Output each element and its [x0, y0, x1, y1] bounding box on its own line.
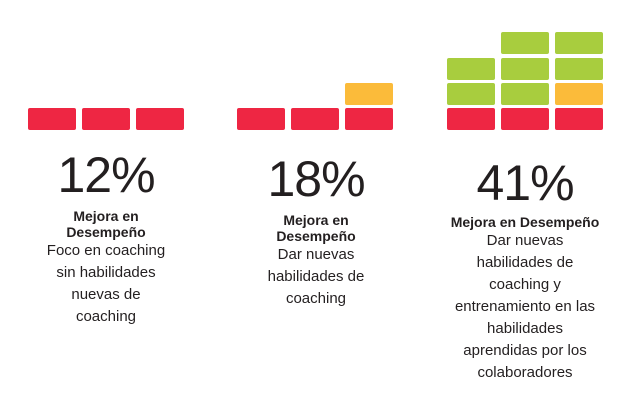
red-block	[555, 108, 603, 130]
red-block	[28, 108, 76, 130]
stat-2: 18% Mejora en Desempeño Dar nuevas habil…	[240, 154, 392, 310]
orange-block	[555, 83, 603, 105]
stat-percent: 18%	[267, 151, 365, 207]
stat-percent: 41%	[476, 155, 574, 211]
green-block	[555, 58, 603, 80]
green-block	[447, 58, 495, 80]
stat-heading: Mejora en Desempeño	[66, 208, 146, 240]
red-block	[237, 108, 285, 130]
stat-percent: 12%	[57, 147, 155, 203]
stat-description: Dar nuevas habilidades de coaching	[267, 246, 365, 307]
green-block	[447, 83, 495, 105]
stat-description: Foco en coaching sin habilidades nuevas …	[46, 242, 166, 325]
red-block	[82, 108, 130, 130]
stat-1: 12% Mejora en Desempeño Foco en coaching…	[30, 150, 182, 328]
green-block	[501, 32, 549, 54]
green-block	[555, 32, 603, 54]
red-block	[447, 108, 495, 130]
red-block	[291, 108, 339, 130]
stat-description: Dar nuevas habilidades de coaching y ent…	[454, 232, 596, 381]
red-block	[136, 108, 184, 130]
green-block	[501, 83, 549, 105]
red-block	[501, 108, 549, 130]
orange-block	[345, 83, 393, 105]
stat-heading: Mejora en Desempeño	[276, 212, 356, 244]
stat-heading: Mejora en Desempeño	[450, 214, 600, 230]
green-block	[501, 58, 549, 80]
stat-3: 41% Mejora en Desempeño Dar nuevas habil…	[420, 158, 630, 384]
red-block	[345, 108, 393, 130]
